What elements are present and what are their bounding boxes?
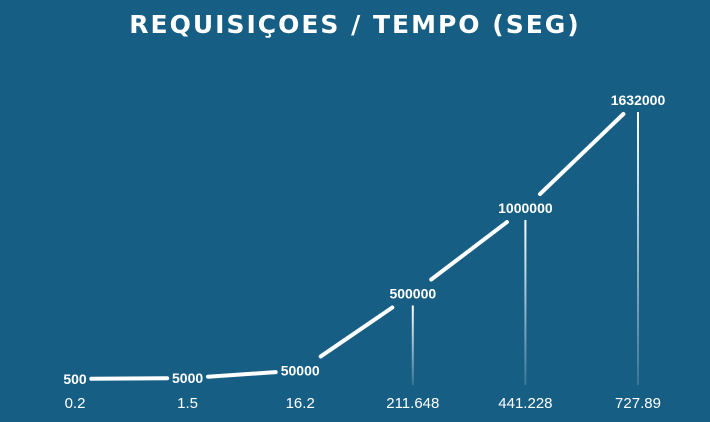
x-tick-label: 441.228 bbox=[498, 395, 552, 412]
data-label: 1000000 bbox=[498, 200, 553, 216]
x-tick-label: 0.2 bbox=[65, 395, 86, 412]
data-labels: 500 5000 50000 500000 1000000 1632000 bbox=[63, 92, 665, 387]
data-label: 5000 bbox=[172, 370, 203, 386]
x-tick-label: 1.5 bbox=[177, 395, 198, 412]
chart-title: REQUISIÇOES / TEMPO (SEG) bbox=[129, 10, 581, 39]
data-label: 500 bbox=[63, 371, 87, 387]
series-segment bbox=[206, 370, 278, 379]
drop-line bbox=[411, 305, 414, 385]
drop-lines bbox=[411, 112, 639, 385]
series-segment bbox=[89, 376, 170, 381]
x-tick-label: 211.648 bbox=[386, 395, 439, 412]
series-segment bbox=[429, 220, 509, 282]
drop-line bbox=[524, 220, 527, 385]
data-label: 1632000 bbox=[611, 92, 666, 108]
drop-line bbox=[637, 112, 639, 385]
data-label: 50000 bbox=[281, 362, 320, 378]
data-label: 500000 bbox=[389, 286, 436, 302]
series-segment bbox=[318, 305, 395, 359]
series-segment bbox=[537, 112, 626, 197]
x-tick-label: 16.2 bbox=[286, 395, 315, 412]
series-lines bbox=[89, 112, 626, 381]
x-tick-labels: 0.2 1.5 16.2 211.648 441.228 727.89 bbox=[65, 395, 661, 412]
x-tick-label: 727.89 bbox=[615, 395, 661, 412]
